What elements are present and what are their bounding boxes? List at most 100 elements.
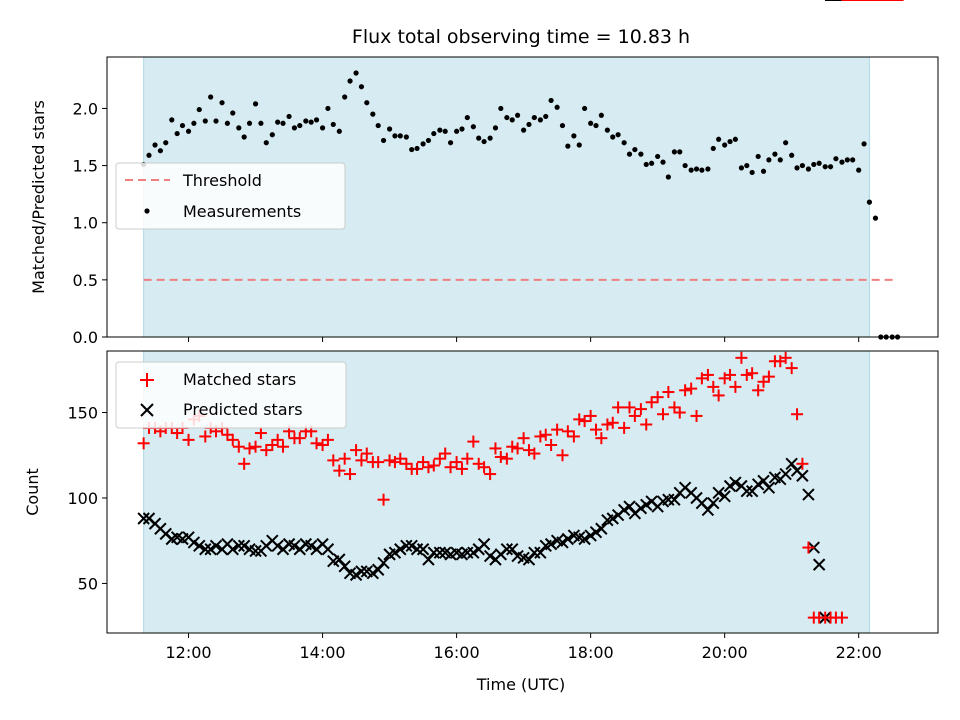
matched-star-point [567, 430, 580, 443]
predicted-star-point [371, 563, 385, 576]
predicted-star-point [500, 543, 514, 556]
measurement-point [811, 161, 817, 168]
measurement-point [169, 117, 175, 123]
top-legend-box [115, 162, 346, 230]
matched-star-point [573, 413, 586, 426]
measurement-point [716, 136, 722, 142]
predicted-star-point [193, 539, 206, 553]
measurement-point [559, 122, 566, 129]
measurement-point [498, 105, 504, 112]
predicted-star-point [584, 529, 597, 542]
matched-star-point [589, 423, 602, 436]
matched-star-point [685, 382, 698, 395]
predicted-star-point [199, 543, 212, 556]
measurement-point [509, 117, 515, 123]
measurement-point [772, 151, 778, 157]
matched-star-point [500, 452, 513, 465]
measurement-point [582, 105, 588, 112]
measurement-point [693, 166, 700, 172]
measurement-point [571, 133, 577, 139]
predicted-star-point [617, 503, 631, 517]
measurement-point [777, 157, 783, 163]
predicted-star-point [718, 490, 731, 503]
matched-star-point [355, 454, 368, 467]
predicted-star-point [796, 469, 809, 482]
measurement-point [325, 105, 331, 112]
x-axis-label: Time (UTC) [476, 675, 565, 694]
predicted-star-point [422, 553, 435, 566]
matched-star-point [321, 433, 334, 446]
measurement-point [827, 164, 834, 170]
predicted-star-point [226, 543, 239, 556]
matched-star-point [618, 421, 631, 434]
predicted-star-point [668, 493, 681, 506]
measurement-point [185, 128, 192, 134]
measurement-point [313, 117, 320, 123]
matched-star-point [651, 391, 664, 404]
measurement-point [738, 165, 745, 171]
measurement-point [487, 135, 493, 141]
predicted-star-point [707, 496, 720, 510]
matched-star-point [511, 442, 524, 455]
measurement-point [403, 134, 409, 140]
measurement-point [241, 134, 247, 140]
matched-star-point [606, 416, 619, 429]
matched-star-point [668, 401, 681, 414]
measurement-point [437, 127, 443, 133]
measurement-point [258, 120, 264, 126]
predicted-star-point [249, 544, 262, 558]
matched-star-point [137, 437, 150, 450]
predicted-star-point [779, 467, 792, 481]
measurement-point [554, 104, 560, 110]
matched-star-point [640, 418, 653, 431]
legend-measurements-label: Measurements [183, 202, 301, 221]
measurement-point [833, 156, 839, 162]
predicted-star-point [288, 539, 301, 553]
matched-star-point [450, 456, 463, 469]
matched-star-point [757, 375, 770, 388]
matched-star-point [634, 403, 647, 416]
measurement-point [208, 94, 214, 100]
top-y-tick-label: 0.0 [73, 328, 98, 347]
predicted-star-point [506, 543, 519, 556]
measurement-point [319, 125, 326, 131]
matched-star-point [779, 351, 792, 364]
measurement-point [414, 145, 420, 152]
measurement-point [504, 114, 510, 121]
measurement-point [766, 157, 772, 163]
matched-star-point [707, 380, 720, 393]
predicted-star-point [400, 539, 413, 553]
measurement-point [236, 125, 242, 131]
measurement-point [342, 94, 348, 100]
measurement-point [783, 140, 789, 146]
predicted-star-point [355, 565, 368, 578]
legend-threshold-label: Threshold [182, 171, 262, 190]
measurement-point [722, 142, 728, 148]
measurement-point [861, 141, 867, 147]
matched-star-point [673, 406, 686, 419]
measurement-point [822, 164, 828, 170]
matched-star-point [662, 386, 675, 399]
matched-star-point [439, 447, 452, 460]
predicted-star-point [237, 539, 251, 553]
predicted-star-point [634, 502, 648, 515]
measurement-point [610, 134, 616, 140]
predicted-star-point [377, 556, 390, 570]
measurement-point [866, 199, 873, 205]
bottom-y-tick-label: 100 [67, 489, 98, 508]
matched-star-point [433, 452, 446, 465]
matched-star-point [623, 401, 636, 414]
measurement-point [213, 118, 219, 124]
predicted-star-point [232, 539, 246, 553]
measurement-point [219, 100, 225, 106]
measurement-point [521, 127, 527, 133]
measurement-point [481, 138, 487, 145]
matched-star-point [266, 439, 279, 451]
predicted-star-point [785, 457, 798, 471]
bottom-x-ticks: 12:00 14:00 16:00 18:00 20:00 22:00 [165, 633, 882, 662]
measurement-point [604, 127, 610, 133]
measurement-point [196, 106, 202, 113]
measurement-points [141, 70, 901, 340]
measurement-point [588, 120, 594, 126]
measurement-point [353, 70, 359, 76]
